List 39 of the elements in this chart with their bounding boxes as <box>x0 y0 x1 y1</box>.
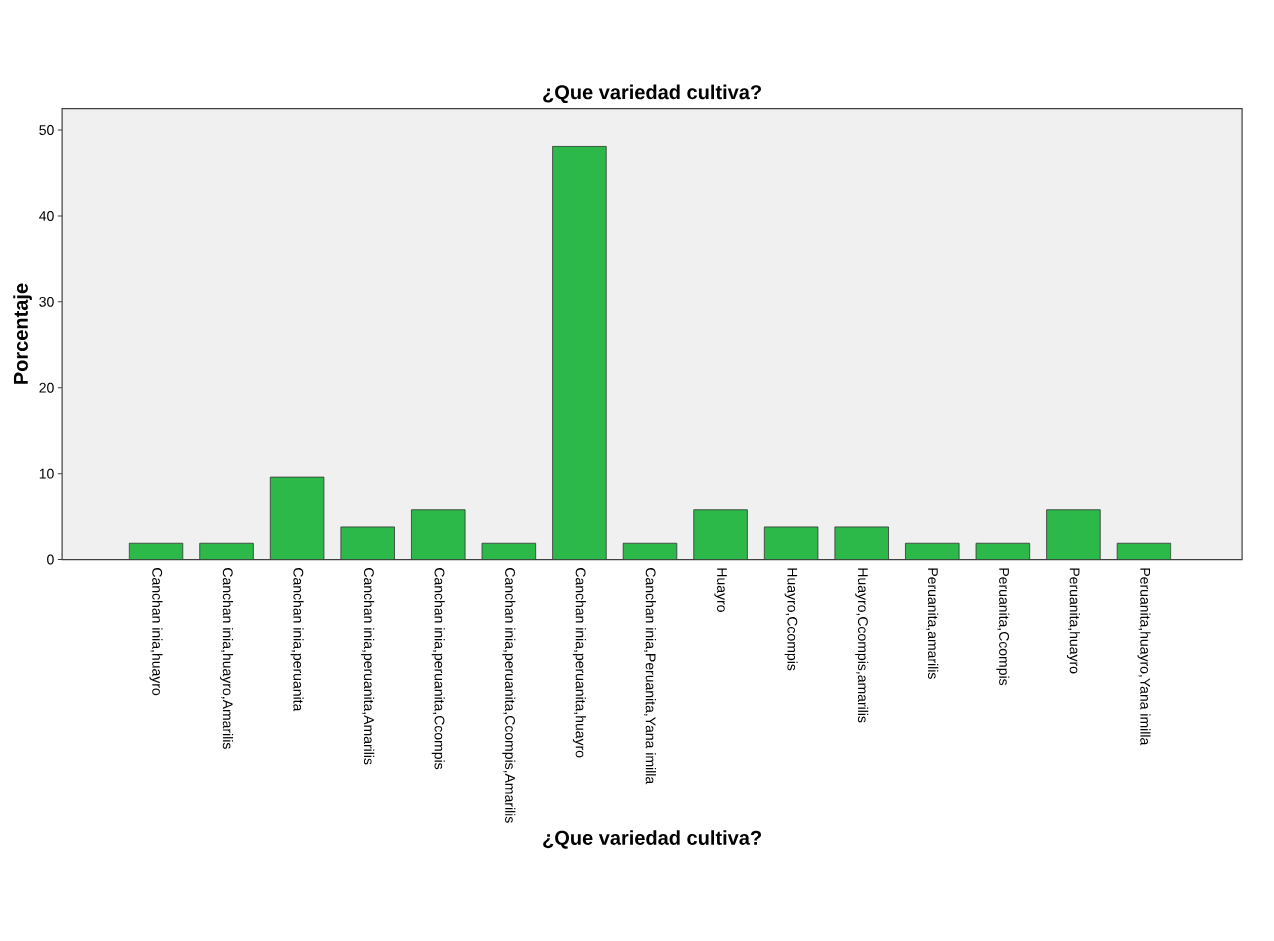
x-tick-label: Canchan inia,peruanita,Ccompis,Amarilis <box>502 568 516 823</box>
y-tick-label: 50 <box>39 125 54 135</box>
y-tick-label: 30 <box>39 296 54 307</box>
x-tick-label: Peruanita,Ccompis <box>996 568 1010 686</box>
x-tick-label: Canchan inia,huayro,Amarilis <box>220 568 234 749</box>
bar <box>552 145 607 560</box>
y-tick-label: 0 <box>47 554 54 565</box>
y-tick-label: 10 <box>39 468 54 479</box>
bar <box>340 526 395 560</box>
bar <box>693 509 748 560</box>
bar <box>128 542 184 560</box>
y-axis-title: Porcentaje <box>13 283 32 384</box>
x-tick-label: Huayro,Ccompis,amarilis <box>855 568 869 723</box>
x-tick-label: Canchan inia,huayro <box>149 568 163 696</box>
bar <box>834 526 889 560</box>
x-tick-label: Peruanita,huayro,Yana imilla <box>1137 568 1151 746</box>
y-tick-label: 40 <box>39 210 54 221</box>
bar <box>763 526 819 560</box>
bar <box>622 542 678 560</box>
x-tick-label: Canchan inia,Peruanita,Yana imilla <box>644 568 656 785</box>
bar <box>1116 542 1172 560</box>
bar <box>1046 509 1101 560</box>
x-tick-label: Canchan inia,peruanita,huayro <box>572 568 586 758</box>
x-tick-label: Canchan inia,peruanita,Ccompis <box>431 568 445 770</box>
bar <box>905 542 960 560</box>
bar <box>411 509 466 560</box>
x-tick-label: Huayro,Ccompis <box>784 568 798 671</box>
x-axis-title: ¿Que variedad cultiva? <box>543 830 761 849</box>
bar <box>481 542 537 560</box>
bar <box>269 476 325 560</box>
x-tick-label: Canchan inia,peruanita,Amarilis <box>361 568 375 765</box>
x-tick-label: Peruanita,amarilis <box>926 568 939 679</box>
x-tick-label: Canchan inia,peruanita <box>290 568 304 712</box>
x-tick-label: Peruanita,huayro <box>1066 568 1080 674</box>
y-tick-label: 20 <box>39 382 54 393</box>
bar <box>975 542 1031 560</box>
bar <box>199 542 254 560</box>
chart-title: ¿Que variedad cultiva? <box>543 84 761 104</box>
x-tick-label: Huayro <box>714 568 727 612</box>
